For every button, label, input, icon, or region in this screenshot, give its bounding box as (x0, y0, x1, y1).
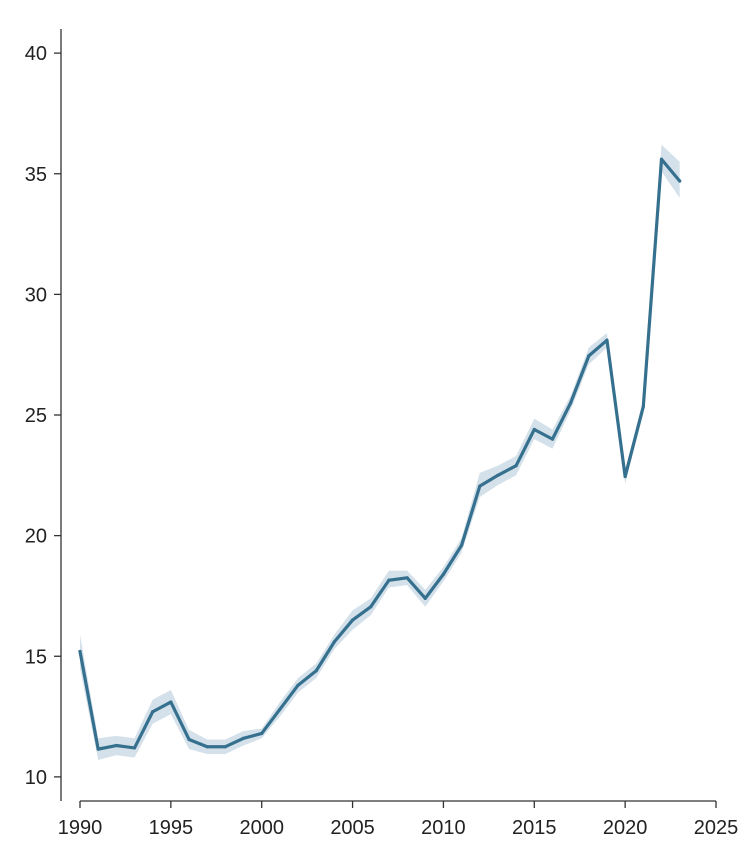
data-point (187, 737, 191, 742)
data-point (151, 710, 155, 714)
x-tick-label: 2015 (512, 817, 557, 839)
series-line-layer (78, 157, 682, 751)
data-point (387, 578, 391, 582)
data-point (241, 736, 246, 740)
data-point (587, 354, 591, 358)
confidence-band (80, 144, 680, 760)
confidence-band-layer (80, 144, 680, 760)
data-point (296, 683, 300, 687)
data-point (260, 731, 264, 736)
data-point (223, 745, 227, 749)
data-point (496, 473, 500, 477)
y-tick-label: 40 (25, 43, 47, 65)
data-point (132, 746, 137, 750)
y-tick-label: 10 (25, 767, 47, 789)
data-point (114, 743, 118, 748)
y-tick-label: 30 (25, 284, 47, 306)
data-point (460, 543, 464, 547)
data-point (278, 707, 282, 711)
data-point (78, 649, 82, 654)
data-point (205, 745, 209, 749)
y-tick-label: 25 (25, 405, 47, 427)
data-point (514, 464, 518, 468)
data-point (478, 484, 482, 488)
y-tick-label: 15 (25, 646, 47, 668)
data-point (96, 747, 100, 751)
x-tick-label: 2025 (694, 817, 739, 839)
x-tick-label: 2020 (603, 817, 648, 839)
x-tick-label: 2000 (239, 817, 284, 839)
series-line (78, 157, 682, 751)
data-point (423, 596, 427, 600)
x-tick-label: 1990 (58, 817, 103, 839)
data-point (605, 338, 609, 342)
data-point (369, 605, 373, 609)
y-tick-label: 20 (25, 526, 47, 548)
x-tick-label: 1995 (149, 817, 194, 839)
data-point (659, 157, 664, 161)
data-point (550, 437, 555, 441)
data-point (569, 401, 573, 405)
x-tick-label: 2010 (421, 817, 466, 839)
data-point (405, 576, 409, 580)
data-point (441, 572, 446, 576)
data-point (641, 404, 645, 409)
data-point (623, 474, 627, 479)
data-point (532, 427, 536, 432)
data-point (332, 640, 336, 644)
y-tick-label: 35 (25, 164, 47, 186)
data-point (678, 179, 682, 183)
x-tick-label: 2005 (330, 817, 375, 839)
data-point (350, 618, 355, 622)
data-point (169, 700, 173, 704)
data-point (314, 669, 318, 673)
